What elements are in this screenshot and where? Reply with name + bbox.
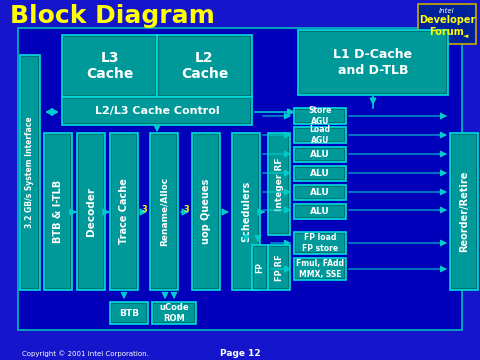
Bar — [79, 135, 103, 288]
Bar — [22, 57, 38, 288]
Text: Trace Cache: Trace Cache — [119, 179, 129, 244]
Bar — [192, 133, 220, 290]
Bar — [294, 185, 346, 200]
Text: Decoder: Decoder — [86, 187, 96, 236]
Bar — [234, 135, 258, 288]
Bar — [154, 304, 194, 322]
Text: 3: 3 — [141, 206, 147, 215]
Bar — [296, 129, 344, 141]
Bar — [296, 110, 344, 122]
Bar — [296, 234, 344, 252]
Text: Store
AGU: Store AGU — [308, 106, 332, 126]
Text: Page 12: Page 12 — [220, 350, 260, 359]
Text: uCode
ROM: uCode ROM — [159, 303, 189, 323]
Text: ◄: ◄ — [463, 33, 468, 39]
Bar — [298, 30, 448, 95]
Text: Load
AGU: Load AGU — [310, 125, 331, 145]
Bar — [270, 135, 288, 233]
Text: Forum: Forum — [430, 27, 464, 37]
Bar — [112, 304, 146, 322]
Text: Intel: Intel — [439, 8, 455, 14]
Text: ALU: ALU — [310, 207, 330, 216]
Bar — [294, 108, 346, 124]
Bar — [296, 187, 344, 198]
Text: L1 D-Cache
and D-TLB: L1 D-Cache and D-TLB — [334, 49, 413, 77]
Bar — [268, 133, 290, 235]
Text: L2/L3 Cache Control: L2/L3 Cache Control — [95, 106, 219, 116]
Text: BTB & I-TLB: BTB & I-TLB — [53, 180, 63, 243]
Bar — [452, 135, 476, 288]
Text: BTB: BTB — [119, 309, 139, 318]
Text: ALU: ALU — [310, 188, 330, 197]
Bar — [418, 4, 476, 44]
Bar — [62, 97, 252, 125]
Bar — [294, 232, 346, 254]
Text: Rename/Alloc: Rename/Alloc — [159, 177, 168, 246]
Bar — [152, 135, 176, 288]
Bar — [64, 37, 155, 95]
Bar — [294, 147, 346, 162]
Bar — [296, 260, 344, 278]
Bar — [270, 247, 288, 288]
Bar — [64, 99, 250, 123]
Text: 3.2 GB/s System Interface: 3.2 GB/s System Interface — [25, 117, 35, 228]
Text: L2
Cache: L2 Cache — [181, 51, 228, 81]
Bar — [46, 135, 70, 288]
Bar — [232, 133, 260, 290]
Text: Copyright © 2001 Intel Corporation.: Copyright © 2001 Intel Corporation. — [22, 351, 149, 357]
Bar — [252, 245, 268, 290]
Text: Reorder/Retire: Reorder/Retire — [459, 171, 469, 252]
Bar — [62, 35, 157, 97]
Bar — [194, 135, 218, 288]
Bar — [296, 206, 344, 217]
Text: Block Diagram: Block Diagram — [10, 4, 215, 28]
Bar — [294, 127, 346, 143]
Bar — [112, 135, 136, 288]
Bar — [296, 168, 344, 179]
Text: uop Queues: uop Queues — [201, 179, 211, 244]
Bar — [110, 302, 148, 324]
Bar — [44, 133, 72, 290]
Bar — [450, 133, 478, 290]
Text: FP: FP — [255, 262, 264, 273]
Bar — [294, 166, 346, 181]
Text: Fmul, FAdd
MMX, SSE: Fmul, FAdd MMX, SSE — [296, 259, 344, 279]
Bar — [294, 258, 346, 280]
Bar — [20, 55, 40, 290]
Bar — [77, 133, 105, 290]
Bar — [296, 149, 344, 160]
Bar — [157, 35, 252, 97]
Bar — [18, 28, 462, 330]
Bar — [268, 245, 290, 290]
Bar — [300, 32, 446, 93]
Text: 3: 3 — [183, 206, 189, 215]
Text: Developer: Developer — [419, 15, 475, 25]
Bar — [159, 37, 250, 95]
Bar — [294, 204, 346, 219]
Bar — [254, 247, 266, 288]
Text: ALU: ALU — [310, 169, 330, 178]
Bar — [110, 133, 138, 290]
Text: FP load
FP store: FP load FP store — [302, 233, 338, 253]
Text: L3
Cache: L3 Cache — [86, 51, 133, 81]
Text: Schedulers: Schedulers — [241, 181, 251, 242]
Text: Integer RF: Integer RF — [275, 157, 284, 211]
Bar — [152, 302, 196, 324]
Text: FP RF: FP RF — [275, 254, 284, 281]
Text: ALU: ALU — [310, 150, 330, 159]
Bar — [150, 133, 178, 290]
